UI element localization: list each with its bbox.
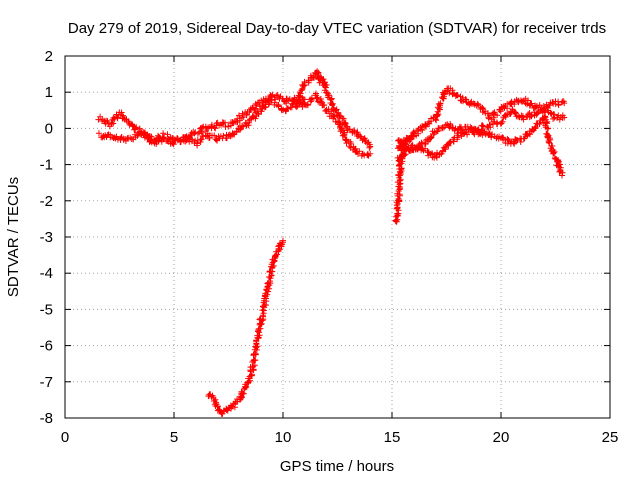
series-track-i-afternoon-lower — [394, 113, 566, 179]
data-markers — [395, 105, 568, 154]
x-tick-label: 10 — [275, 429, 292, 446]
y-tick-label: 0 — [45, 120, 53, 137]
x-tick-label: 20 — [493, 429, 510, 446]
x-tick-label: 5 — [170, 429, 178, 446]
y-tick-label: -4 — [40, 265, 53, 282]
series-track-b-morning-band-lower — [96, 94, 308, 149]
y-tick-label: -5 — [40, 301, 53, 318]
y-tick-label: -7 — [40, 374, 53, 391]
x-tick-label: 0 — [61, 429, 69, 446]
axis-ticks — [64, 55, 611, 419]
series-track-d-midday-descent-upper — [312, 68, 374, 151]
y-tick-label: -3 — [40, 229, 53, 246]
data-markers — [394, 113, 566, 179]
x-tick-labels: 0 5 10 15 20 25 — [61, 429, 619, 446]
x-axis-label: GPS time / hours — [280, 458, 394, 475]
chart-title: Day 279 of 2019, Sidereal Day-to-day VTE… — [68, 20, 606, 37]
series-track-e-steep-rise — [205, 237, 286, 417]
series-track-c-midday-descent — [291, 90, 374, 159]
data-markers — [394, 85, 568, 152]
y-tick-label: -2 — [40, 193, 53, 210]
x-tick-label: 15 — [384, 429, 401, 446]
data-markers — [291, 90, 374, 159]
series-track-h-afternoon-middle — [395, 105, 568, 154]
data-markers — [205, 237, 286, 417]
data-markers — [312, 68, 374, 151]
y-tick-label: 2 — [45, 48, 53, 65]
series-track-g-afternoon-upper — [394, 85, 568, 152]
grid-lines — [65, 56, 610, 418]
y-axis-label: SDTVAR / TECUs — [5, 177, 22, 297]
y-tick-labels: -8 -7 -6 -5 -4 -3 -2 -1 0 1 2 — [40, 48, 53, 427]
x-tick-label: 25 — [602, 429, 619, 446]
data-markers — [96, 94, 308, 149]
y-tick-label: 1 — [45, 84, 53, 101]
y-tick-label: -6 — [40, 338, 53, 355]
data-points — [95, 68, 568, 417]
y-tick-label: -8 — [40, 410, 53, 427]
y-tick-label: -1 — [40, 157, 53, 174]
